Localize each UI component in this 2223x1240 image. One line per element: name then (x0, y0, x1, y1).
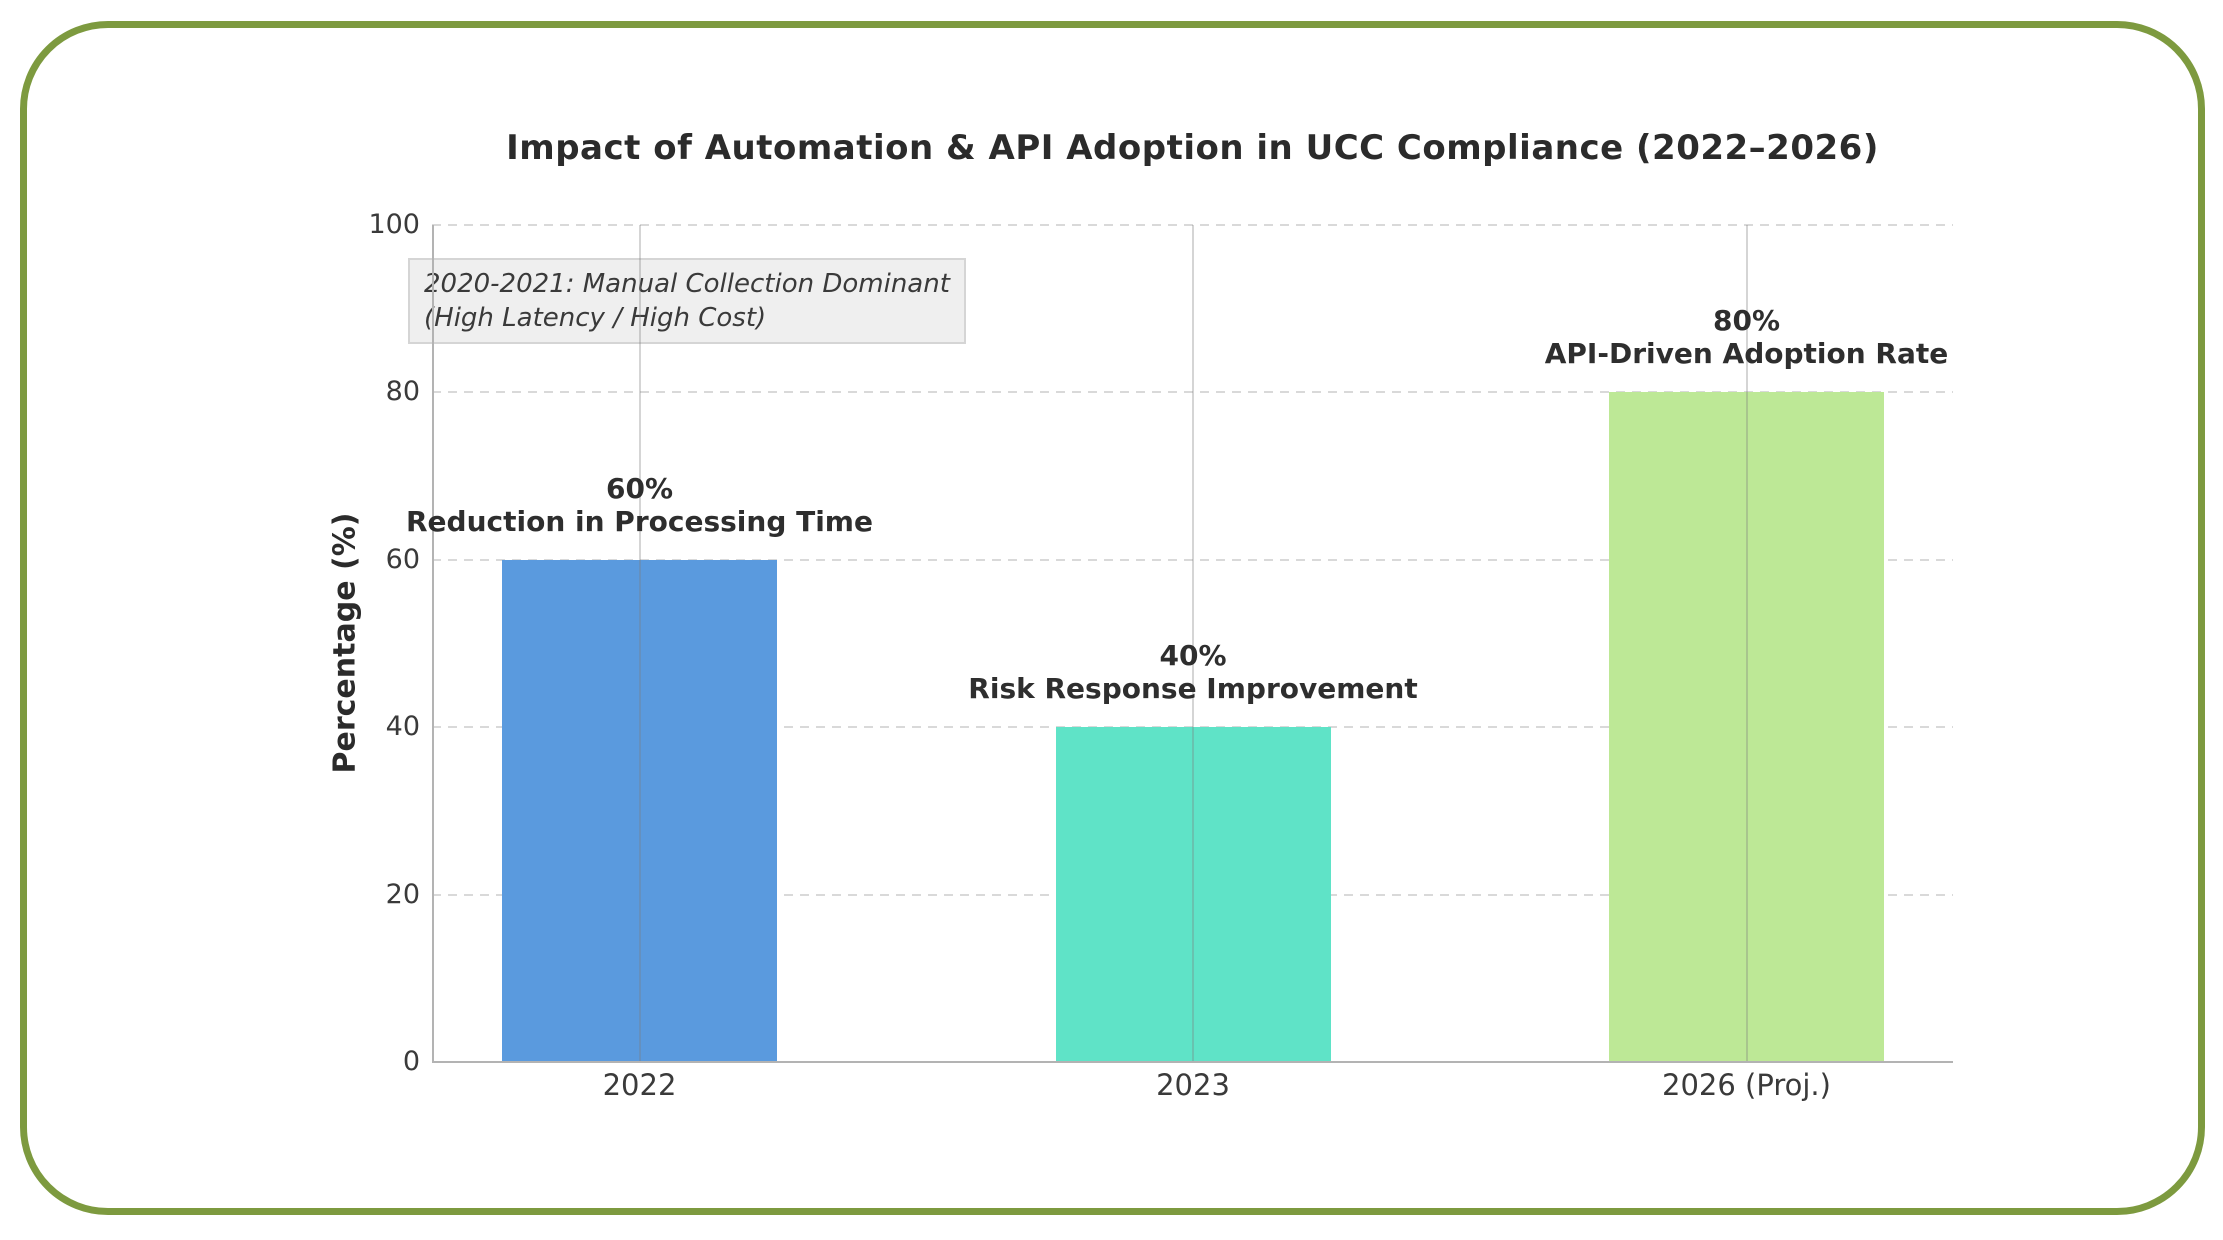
bar-value-label-2022: 60% Reduction in Processing Time (290, 472, 990, 538)
bar-value-description: Risk Response Improvement (968, 672, 1418, 706)
y-tick-label-80: 80 (385, 376, 420, 408)
chart-title: Impact of Automation & API Adoption in U… (506, 128, 1879, 168)
bar-2026 (Proj.) (1609, 392, 1884, 1062)
horizontal-gridline-100 (432, 224, 1953, 226)
annotation-box: 2020-2021: Manual Collection Dominant (H… (408, 258, 966, 344)
bar-value-percent: 80% (1712, 304, 1781, 338)
vertical-gridline-2026 (Proj.) (1745, 225, 1748, 1062)
bar-value-description: Reduction in Processing Time (406, 504, 873, 538)
y-tick-label-20: 20 (385, 878, 420, 910)
bar-2023 (1055, 727, 1331, 1062)
vertical-gridline-2022 (638, 225, 641, 1062)
bar-value-label-2023: 40% Risk Response Improvement (843, 639, 1543, 705)
bar-2022 (502, 559, 777, 1062)
y-axis-spine (432, 225, 434, 1062)
bar-value-percent: 60% (605, 471, 674, 505)
annotation-line-1: 2020-2021: Manual Collection Dominant (424, 269, 950, 299)
x-tick-label-2023: 2023 (1156, 1068, 1230, 1102)
annotation-line-2: (High Latency / High Cost) (424, 303, 767, 333)
horizontal-gridline-60 (432, 558, 1953, 561)
bar-value-description: API-Driven Adoption Rate (1544, 337, 1949, 371)
x-axis-spine (432, 1061, 1953, 1063)
horizontal-gridline-80 (432, 391, 1953, 394)
vertical-gridline-2023 (1192, 225, 1194, 1062)
x-tick-label-2022: 2022 (602, 1068, 677, 1102)
bar-value-label-2026 (Proj.): 80% API-Driven Adoption Rate (1397, 304, 2097, 370)
y-tick-label-0: 0 (402, 1046, 420, 1077)
y-tick-label-40: 40 (385, 711, 420, 743)
x-tick-label-2026 (Proj.): 2026 (Proj.) (1662, 1068, 1831, 1102)
bar-value-percent: 40% (1159, 639, 1227, 673)
y-tick-label-60: 60 (385, 543, 420, 575)
rounded-border-frame (20, 21, 2205, 1215)
y-tick-label-100: 100 (368, 209, 420, 240)
